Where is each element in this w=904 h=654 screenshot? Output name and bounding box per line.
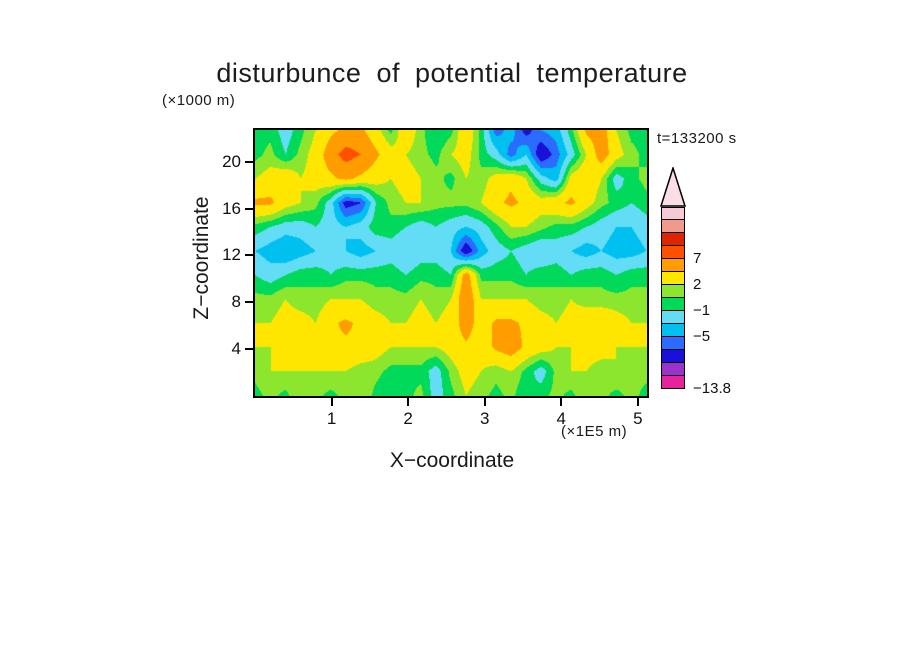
x-axis-unit: (×1E5 m) bbox=[561, 423, 628, 440]
x-tick-label: 4 bbox=[556, 409, 566, 428]
time-annotation: t=133200 s bbox=[657, 130, 737, 147]
colorbar-segment bbox=[661, 363, 685, 376]
colorbar-segment bbox=[661, 376, 685, 389]
colorbar-arrow-icon bbox=[660, 167, 686, 207]
x-axis-tick bbox=[330, 398, 333, 406]
x-axis-title: X−coordinate bbox=[389, 449, 515, 472]
chart-title: disturbunce of potential temperature bbox=[216, 58, 688, 88]
colorbar-segments bbox=[661, 207, 685, 389]
z-axis-tick bbox=[245, 160, 253, 163]
colorbar-segment bbox=[661, 207, 685, 220]
z-axis-tick bbox=[245, 301, 253, 304]
z-tick-label: 20 bbox=[222, 151, 241, 171]
colorbar-label: −5 bbox=[693, 328, 711, 345]
z-tick-label: 16 bbox=[222, 198, 241, 218]
colorbar-segment bbox=[661, 337, 685, 350]
heatmap-canvas bbox=[255, 130, 647, 396]
colorbar-segment bbox=[661, 259, 685, 272]
x-tick-label: 2 bbox=[403, 409, 413, 428]
z-axis-tick bbox=[245, 254, 253, 257]
z-tick-label: 4 bbox=[231, 339, 241, 359]
colorbar: 7 2 −1 −5 −13.8 bbox=[660, 167, 791, 417]
z-tick-label: 8 bbox=[231, 292, 241, 312]
colorbar-label: 7 bbox=[693, 250, 702, 267]
y-axis-unit: (×1000 m) bbox=[162, 92, 236, 109]
colorbar-segment bbox=[661, 246, 685, 259]
colorbar-label: 2 bbox=[693, 276, 702, 293]
x-tick-label: 1 bbox=[326, 409, 337, 428]
x-axis-tick bbox=[483, 398, 486, 406]
x-tick-label: 3 bbox=[479, 409, 490, 428]
colorbar-segment bbox=[661, 298, 685, 311]
colorbar-segment bbox=[661, 233, 685, 246]
colorbar-segment bbox=[661, 285, 685, 298]
x-tick-label: 5 bbox=[633, 409, 643, 428]
x-axis-tick bbox=[636, 398, 639, 406]
colorbar-segment bbox=[661, 324, 685, 337]
plot-area: 1 2 3 4 5 4 8 12 16 20 bbox=[222, 128, 649, 428]
colorbar-segment bbox=[661, 272, 685, 285]
colorbar-label: −13.8 bbox=[693, 380, 731, 397]
colorbar-arrow bbox=[660, 167, 686, 207]
colorbar-segment bbox=[661, 350, 685, 363]
z-tick-label: 12 bbox=[222, 245, 241, 265]
z-axis-tick bbox=[245, 207, 253, 210]
colorbar-label: −1 bbox=[693, 302, 711, 319]
x-axis-tick bbox=[560, 398, 563, 406]
x-axis-tick bbox=[407, 398, 410, 406]
colorbar-segment bbox=[661, 311, 685, 324]
z-axis-tick bbox=[245, 348, 253, 351]
colorbar-segment bbox=[661, 220, 685, 233]
y-axis-title: Z−coordinate bbox=[190, 196, 213, 320]
